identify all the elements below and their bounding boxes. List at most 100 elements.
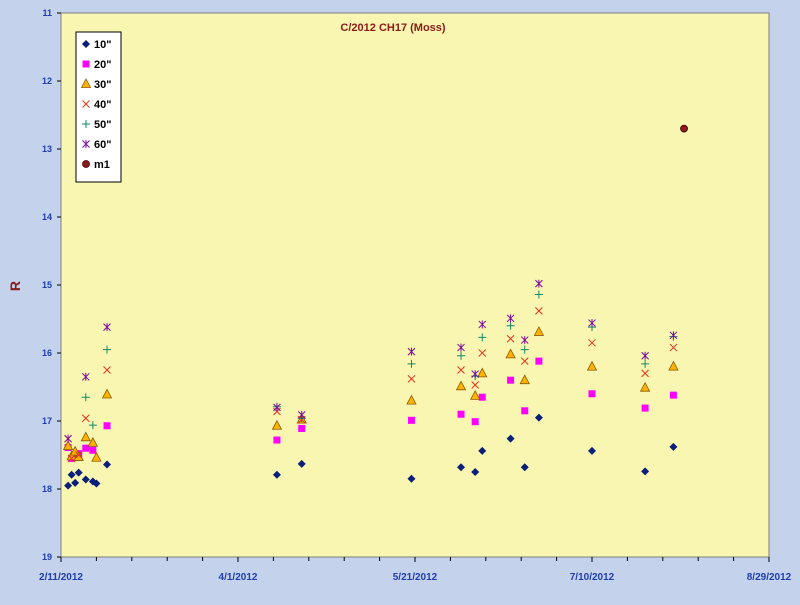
data-point (81, 475, 90, 484)
data-point (88, 421, 97, 430)
data-point (471, 370, 480, 379)
data-point (62, 440, 74, 451)
x-tick-label: 4/1/2012 (219, 572, 258, 583)
y-tick-label: 17 (42, 416, 52, 426)
data-point (471, 418, 479, 426)
data-point (588, 390, 596, 398)
data-point (87, 436, 99, 447)
data-point (101, 388, 113, 399)
data-point (82, 444, 90, 452)
data-point (669, 391, 677, 399)
y-tick-label: 16 (42, 348, 52, 358)
data-point (668, 360, 679, 371)
y-tick-label: 14 (42, 212, 52, 222)
data-point (81, 372, 90, 381)
data-point (71, 452, 79, 460)
data-point (588, 446, 596, 455)
y-tick-label: 15 (42, 280, 52, 290)
data-point (588, 338, 596, 347)
data-point (478, 333, 487, 342)
data-point (64, 434, 72, 443)
y-tick-label: 12 (42, 76, 52, 86)
data-point (470, 389, 481, 400)
data-point (407, 374, 416, 383)
data-point (92, 479, 101, 488)
data-point (535, 357, 543, 365)
legend-label: 20" (94, 59, 111, 71)
data-point (506, 314, 515, 323)
data-point (680, 124, 688, 133)
data-point (71, 478, 80, 487)
data-point (478, 393, 486, 401)
data-point (534, 290, 543, 299)
legend-marker (80, 78, 92, 88)
data-point (519, 374, 530, 385)
data-point (471, 468, 480, 476)
data-point (407, 359, 416, 368)
data-point (457, 463, 466, 472)
data-point (273, 403, 281, 412)
chart-title: C/2012 CH17 (Moss) (340, 22, 445, 34)
data-point (74, 451, 83, 459)
data-point (669, 442, 678, 451)
data-point (641, 369, 649, 378)
data-point (506, 434, 515, 443)
data-point (478, 320, 487, 329)
data-point (478, 349, 487, 357)
data-point (641, 359, 650, 368)
data-point (669, 331, 678, 340)
data-point (506, 334, 515, 343)
data-point (521, 407, 529, 415)
x-tick-label: 2/11/2012 (39, 572, 83, 583)
data-point (478, 446, 487, 455)
data-point (639, 381, 651, 392)
data-point (457, 351, 466, 360)
data-point (534, 413, 543, 422)
data-point (520, 463, 529, 472)
data-point (641, 404, 649, 412)
data-point (64, 481, 73, 490)
legend-marker (82, 160, 90, 168)
data-point (520, 345, 529, 354)
data-point (74, 468, 83, 477)
data-point (103, 422, 111, 430)
legend-marker (82, 40, 90, 48)
data-point (89, 446, 97, 454)
data-point (477, 367, 488, 378)
y-tick-label: 11 (42, 8, 52, 18)
y-tick-label: 19 (42, 552, 52, 562)
data-point (520, 357, 529, 366)
plot-area (60, 12, 770, 558)
data-point (641, 351, 649, 360)
data-point (103, 323, 111, 332)
legend-marker (82, 100, 90, 108)
data-point (533, 326, 545, 336)
data-point (505, 348, 516, 359)
x-tick-label: 5/21/2012 (393, 572, 438, 583)
legend-label: 40" (94, 99, 111, 111)
data-point (272, 470, 281, 479)
legend-label: 60" (94, 139, 111, 151)
data-point (471, 381, 480, 389)
data-point (588, 319, 596, 328)
data-point (507, 376, 515, 384)
data-point (457, 366, 465, 374)
data-point (91, 451, 102, 462)
data-point (297, 459, 306, 468)
data-point (67, 470, 76, 479)
data-point (271, 419, 283, 430)
data-point (81, 393, 90, 402)
legend-label: m1 (94, 159, 110, 171)
data-point (103, 345, 112, 354)
data-point (80, 431, 91, 442)
data-point (73, 451, 84, 461)
data-point (669, 343, 678, 352)
data-point (506, 321, 515, 330)
data-point (457, 343, 465, 352)
data-point (103, 366, 111, 374)
legend-label: 30" (94, 79, 111, 91)
y-tick-label: 18 (42, 484, 52, 494)
data-point (298, 424, 306, 432)
